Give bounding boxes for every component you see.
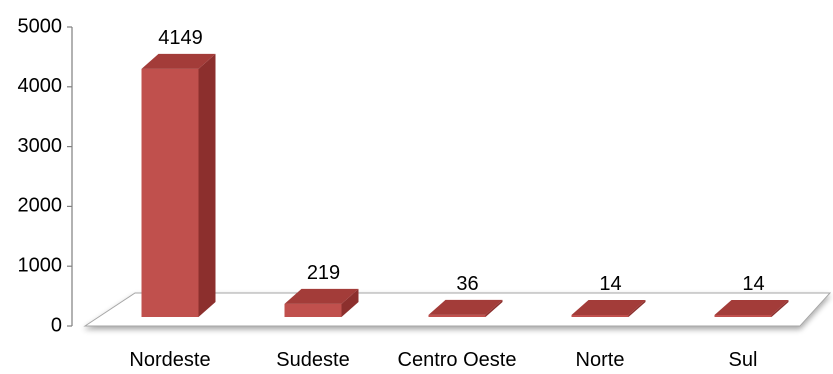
bar-side: [771, 300, 789, 317]
y-tick-label: 1000: [18, 254, 63, 276]
category-label: Sudeste: [276, 349, 349, 371]
data-labels-group: 4149 219 36 14 14: [158, 27, 764, 295]
bar-side: [628, 300, 646, 317]
category-label: Centro Oeste: [398, 349, 517, 371]
bar-top: [141, 53, 216, 69]
category-labels-group: Nordeste Sudeste Centro Oeste Norte Sul: [129, 349, 757, 371]
bar-front: [571, 315, 629, 317]
y-tick-label: 5000: [18, 15, 63, 37]
category-label: Nordeste: [129, 349, 210, 371]
y-tick-label: 2000: [18, 195, 63, 217]
data-label: 219: [307, 262, 340, 284]
data-label: 4149: [158, 27, 203, 49]
bar-front: [141, 68, 199, 317]
bar: [428, 299, 503, 317]
bar-front: [428, 314, 486, 317]
bar-side: [485, 299, 503, 317]
bar-top: [428, 299, 503, 315]
data-label: 14: [742, 273, 764, 295]
category-label: Sul: [729, 349, 758, 371]
bar: [284, 288, 359, 317]
bar-front: [714, 315, 772, 317]
bar-top: [571, 300, 646, 315]
bars-group: [141, 53, 789, 317]
bar-front: [284, 303, 342, 317]
data-label: 14: [599, 273, 621, 295]
data-label: 36: [456, 273, 478, 295]
bar: [714, 300, 789, 317]
bar: [141, 53, 216, 317]
category-label: Norte: [576, 349, 625, 371]
y-tick-label: 3000: [18, 135, 63, 157]
bar-side: [198, 53, 216, 317]
y-tick-label: 0: [51, 314, 62, 336]
bar-top: [284, 288, 359, 304]
y-tick-label: 4000: [18, 75, 63, 97]
y-axis-ticks: 0 1000 2000 3000 4000 5000: [18, 15, 72, 336]
bar-top: [714, 300, 789, 315]
bar-side: [341, 288, 359, 317]
bar: [571, 300, 646, 317]
